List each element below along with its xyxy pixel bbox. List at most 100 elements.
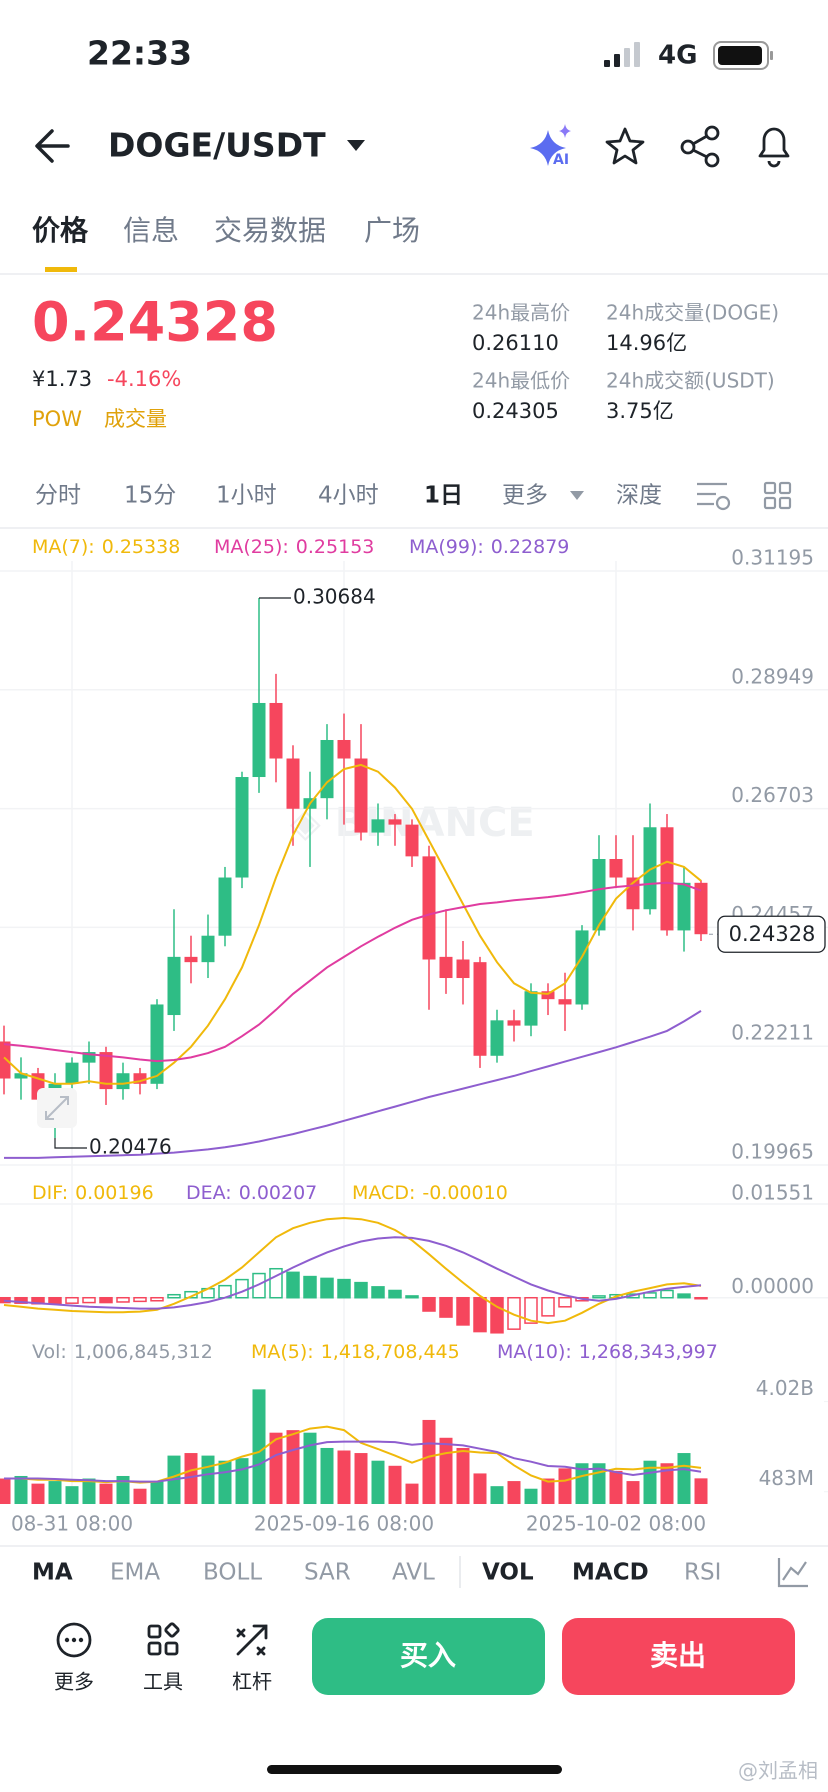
pair-title[interactable]: DOGE/USDT — [108, 126, 326, 165]
volume-bar — [473, 1473, 487, 1504]
volume-bar — [31, 1483, 45, 1504]
candle-body — [0, 1041, 11, 1079]
pair-dropdown[interactable] — [347, 140, 365, 151]
volume-bar — [354, 1453, 368, 1504]
tab[interactable]: 广场 — [364, 214, 420, 247]
indicator-line — [4, 1440, 702, 1483]
indicator-tab[interactable]: VOL — [482, 1560, 534, 1586]
legend-value: 1,268,343,997 — [579, 1341, 718, 1363]
action-label[interactable]: 更多 — [54, 1670, 94, 1694]
macd-bar — [320, 1277, 334, 1299]
candle-body — [99, 1052, 113, 1090]
stat-label: 24h最低价 — [472, 369, 570, 393]
interval-tab[interactable]: 1日 — [424, 483, 463, 509]
active-tab-indicator — [45, 267, 77, 272]
volume-bar — [694, 1478, 708, 1504]
volume-bar — [677, 1453, 691, 1504]
buy-label[interactable]: 买入 — [400, 1639, 456, 1672]
alert-button[interactable] — [758, 127, 790, 168]
favorite-button[interactable] — [605, 127, 645, 165]
indicator-tab[interactable]: BOLL — [203, 1560, 262, 1586]
action-label[interactable]: 工具 — [143, 1670, 183, 1694]
indicator-tab[interactable]: MACD — [572, 1560, 649, 1586]
macd-bar — [252, 1272, 266, 1299]
tools-icon[interactable] — [147, 1622, 180, 1656]
volume-bar — [337, 1450, 351, 1504]
last-price-tag — [717, 915, 826, 953]
macd-bar — [48, 1296, 62, 1305]
action-label[interactable]: 杠杆 — [232, 1670, 272, 1694]
volume-bar — [65, 1486, 79, 1504]
legend-entry: MA(25): 0.25153 — [214, 536, 374, 558]
battery-icon — [713, 41, 773, 70]
macd-bar — [592, 1295, 606, 1299]
buy-button[interactable] — [312, 1618, 545, 1695]
expand-button[interactable] — [37, 1088, 77, 1128]
macd-bar — [490, 1296, 504, 1334]
candle-body — [82, 1052, 96, 1063]
candle-body — [286, 758, 300, 809]
more-dropdown[interactable] — [570, 491, 584, 500]
tag[interactable]: POW — [32, 407, 82, 431]
interval-tab[interactable]: 更多 — [502, 483, 548, 509]
legend-name: DEA: — [186, 1182, 232, 1204]
macd-bar — [473, 1296, 487, 1333]
legend-entry: DIF: 0.00196 — [32, 1182, 154, 1204]
legend-name: MA(10): — [497, 1341, 572, 1363]
macd-bar — [286, 1271, 300, 1299]
interval-tab[interactable]: 分时 — [35, 483, 81, 509]
candle-body — [150, 1004, 164, 1084]
sell-button[interactable] — [562, 1618, 795, 1695]
legend-value: -0.00010 — [422, 1182, 507, 1204]
indicator-tab[interactable]: SAR — [304, 1560, 351, 1586]
candle-body — [473, 962, 487, 1056]
chart-settings-button[interactable] — [697, 482, 731, 511]
macd-bar — [439, 1296, 453, 1318]
volume-bar — [150, 1481, 164, 1504]
legend-value: 1,418,708,445 — [321, 1341, 460, 1363]
legend-entry: MA(99): 0.22879 — [409, 536, 569, 558]
last-price-label: 0.24328 — [729, 922, 816, 946]
interval-tab[interactable]: 1小时 — [216, 483, 277, 509]
volume-bar — [575, 1463, 589, 1504]
macd-bar — [456, 1296, 470, 1326]
watermark: @刘孟相 — [738, 1759, 818, 1783]
layout-button[interactable] — [763, 481, 792, 510]
legend-entry: MACD: -0.00010 — [352, 1182, 508, 1204]
macd-bar — [524, 1296, 538, 1324]
candle-body — [592, 859, 606, 931]
ai-button[interactable]: AI — [530, 124, 571, 168]
interval-tab[interactable]: 4小时 — [318, 483, 379, 509]
volume-bar — [490, 1486, 504, 1504]
tab[interactable]: 交易数据 — [214, 214, 326, 247]
indicator-tab[interactable]: EMA — [110, 1560, 160, 1586]
interval-tab[interactable]: 15分 — [124, 483, 176, 509]
back-button[interactable] — [35, 129, 70, 163]
volume-bar — [303, 1432, 317, 1504]
candle-body — [388, 819, 402, 825]
legend-name: MA(25): — [214, 536, 289, 558]
macd-bar — [65, 1296, 79, 1304]
candle-body — [405, 824, 419, 857]
indicator-tab[interactable]: AVL — [392, 1560, 435, 1586]
share-button[interactable] — [680, 125, 720, 168]
macd-bar — [354, 1281, 368, 1299]
x-tick-label: 2025-10-02 08:00 — [526, 1512, 706, 1536]
indicator-settings-button[interactable] — [777, 1558, 808, 1588]
tag[interactable]: 成交量 — [104, 407, 167, 431]
candle-body — [422, 856, 436, 960]
sell-label[interactable]: 卖出 — [650, 1639, 706, 1672]
indicator-tab[interactable]: MA — [32, 1560, 73, 1586]
indicator-tab[interactable]: RSI — [684, 1560, 721, 1586]
price-change: -4.16% — [107, 367, 181, 391]
candle-body — [677, 882, 691, 931]
legend-value: 0.25338 — [102, 536, 181, 558]
tab[interactable]: 价格 — [32, 214, 89, 247]
more-icon[interactable] — [56, 1622, 92, 1658]
leverage-icon[interactable] — [236, 1624, 268, 1656]
annotation-line — [54, 1137, 87, 1149]
interval-tab[interactable]: 深度 — [616, 483, 662, 509]
candle-body — [694, 882, 708, 935]
tab[interactable]: 信息 — [123, 214, 179, 247]
macd-bar — [269, 1267, 283, 1299]
